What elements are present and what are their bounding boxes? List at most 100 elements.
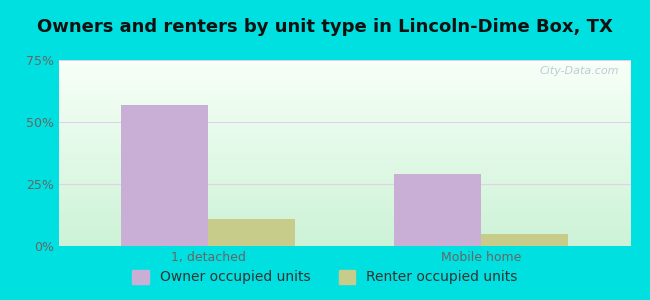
Bar xyxy=(58,198,630,199)
Bar xyxy=(58,65,630,66)
Bar xyxy=(58,142,630,143)
Bar xyxy=(58,154,630,155)
Bar xyxy=(58,186,630,187)
Bar xyxy=(58,66,630,67)
Bar xyxy=(58,203,630,204)
Bar xyxy=(58,174,630,175)
Bar xyxy=(58,179,630,180)
Bar xyxy=(58,176,630,177)
Bar xyxy=(58,149,630,150)
Bar xyxy=(58,196,630,197)
Bar xyxy=(58,117,630,118)
Legend: Owner occupied units, Renter occupied units: Owner occupied units, Renter occupied un… xyxy=(127,264,523,290)
Bar xyxy=(58,94,630,95)
Bar xyxy=(58,202,630,203)
Bar xyxy=(58,180,630,181)
Bar xyxy=(58,143,630,144)
Bar xyxy=(58,132,630,133)
Bar xyxy=(58,191,630,192)
Bar xyxy=(58,215,630,216)
Bar xyxy=(58,120,630,121)
Bar xyxy=(58,187,630,188)
Bar xyxy=(58,182,630,183)
Bar xyxy=(58,122,630,123)
Bar xyxy=(58,145,630,146)
Bar xyxy=(58,211,630,212)
Bar xyxy=(58,173,630,174)
Bar xyxy=(58,63,630,64)
Bar xyxy=(121,105,208,246)
Bar xyxy=(58,195,630,196)
Bar xyxy=(58,69,630,70)
Bar xyxy=(58,228,630,229)
Bar xyxy=(58,80,630,81)
Bar xyxy=(58,163,630,164)
Bar xyxy=(58,164,630,165)
Bar xyxy=(58,84,630,85)
Bar xyxy=(58,112,630,113)
Bar xyxy=(58,225,630,226)
Bar xyxy=(58,232,630,233)
Bar xyxy=(58,234,630,235)
Bar xyxy=(58,209,630,210)
Bar xyxy=(58,189,630,190)
Bar xyxy=(58,202,630,203)
Bar xyxy=(58,223,630,224)
Bar xyxy=(58,102,630,103)
Bar xyxy=(58,171,630,172)
Bar xyxy=(58,190,630,191)
Bar xyxy=(58,172,630,173)
Bar xyxy=(58,222,630,223)
Bar xyxy=(58,183,630,184)
Bar xyxy=(58,89,630,90)
Bar xyxy=(58,210,630,211)
Bar xyxy=(58,62,630,63)
Bar xyxy=(58,217,630,218)
Bar xyxy=(58,241,630,242)
Bar xyxy=(58,239,630,240)
Bar xyxy=(58,95,630,96)
Bar xyxy=(58,75,630,76)
Bar xyxy=(58,93,630,94)
Bar xyxy=(58,99,630,100)
Bar xyxy=(58,242,630,243)
Bar xyxy=(58,207,630,208)
Bar xyxy=(58,79,630,80)
Bar xyxy=(58,199,630,200)
Bar xyxy=(58,235,630,236)
Bar xyxy=(58,159,630,160)
Bar xyxy=(393,174,481,246)
Bar xyxy=(58,238,630,239)
Bar xyxy=(58,240,630,241)
Bar xyxy=(58,67,630,68)
Bar xyxy=(58,87,630,88)
Bar xyxy=(58,78,630,79)
Bar xyxy=(58,123,630,124)
Bar xyxy=(58,108,630,109)
Bar xyxy=(58,82,630,83)
Bar xyxy=(58,212,630,213)
Bar xyxy=(58,130,630,131)
Bar xyxy=(58,243,630,244)
Bar xyxy=(58,192,630,193)
Bar xyxy=(58,81,630,82)
Text: Owners and renters by unit type in Lincoln-Dime Box, TX: Owners and renters by unit type in Linco… xyxy=(37,18,613,36)
Bar xyxy=(58,138,630,139)
Bar xyxy=(58,181,630,182)
Bar xyxy=(58,185,630,186)
Bar xyxy=(58,206,630,207)
Bar xyxy=(58,146,630,147)
Bar xyxy=(58,118,630,119)
Bar xyxy=(58,213,630,214)
Bar xyxy=(58,197,630,198)
Bar xyxy=(58,229,630,230)
Bar xyxy=(58,214,630,215)
Bar xyxy=(58,97,630,98)
Bar xyxy=(58,184,630,185)
Bar xyxy=(58,77,630,78)
Bar xyxy=(58,227,630,228)
Bar xyxy=(58,139,630,140)
Bar xyxy=(58,85,630,86)
Bar xyxy=(58,208,630,209)
Bar xyxy=(58,236,630,237)
